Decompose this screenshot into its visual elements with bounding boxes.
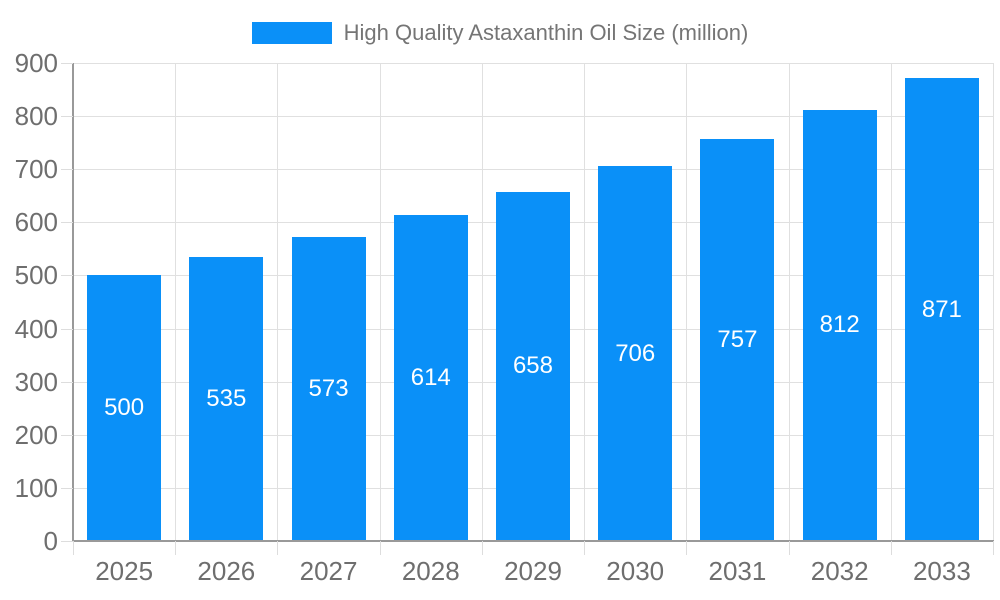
- gridline-vertical: [788, 63, 790, 541]
- y-axis-label: 0: [43, 526, 58, 556]
- bar-value-label: 757: [717, 325, 758, 353]
- x-axis-label: 2027: [299, 556, 358, 586]
- x-tick: [73, 541, 74, 555]
- bar-2031[interactable]: [700, 138, 775, 541]
- y-tick: [61, 381, 73, 383]
- bar-value-label: 812: [819, 311, 860, 339]
- y-tick: [61, 169, 73, 171]
- bar-value-label: 658: [512, 352, 553, 380]
- x-tick: [993, 541, 994, 555]
- y-axis-label: 700: [14, 154, 58, 185]
- legend[interactable]: High Quality Astaxanthin Oil Size (milli…: [0, 20, 1000, 46]
- x-tick: [481, 541, 483, 555]
- bar-2028[interactable]: [393, 214, 468, 541]
- bar-2032[interactable]: [802, 109, 877, 541]
- bar-value-label: 500: [104, 394, 145, 422]
- y-axis-label: 300: [14, 366, 58, 397]
- x-tick: [890, 541, 892, 555]
- x-tick: [686, 541, 688, 555]
- gridline-horizontal: [73, 63, 993, 64]
- y-tick: [61, 541, 73, 542]
- x-axis-label: 2033: [912, 556, 971, 586]
- gridline-vertical: [379, 63, 381, 541]
- bar-2025[interactable]: [87, 275, 162, 541]
- bar-2033[interactable]: [904, 78, 979, 541]
- y-axis-label: 200: [14, 419, 58, 450]
- x-tick: [379, 541, 381, 555]
- y-tick: [61, 116, 73, 118]
- y-tick: [61, 328, 73, 330]
- y-tick: [61, 275, 73, 277]
- x-axis-label: 2032: [810, 556, 869, 586]
- bar-2029[interactable]: [496, 191, 570, 541]
- bar-value-label: 573: [308, 374, 349, 402]
- y-axis-label: 400: [14, 313, 58, 344]
- gridline-horizontal: [73, 169, 993, 171]
- gridline-vertical: [584, 63, 586, 541]
- bar-2027[interactable]: [291, 236, 366, 541]
- y-axis-label: 600: [14, 207, 58, 238]
- y-tick: [61, 434, 73, 436]
- y-tick: [61, 63, 73, 64]
- bar-2026[interactable]: [189, 256, 264, 541]
- y-tick: [61, 487, 73, 489]
- bar-value-label: 614: [410, 363, 451, 391]
- y-axis-label: 800: [14, 101, 58, 132]
- y-axis-label: 900: [14, 48, 58, 78]
- gridline-vertical: [175, 63, 177, 541]
- legend-swatch-icon: [251, 22, 332, 44]
- bar-value-label: 535: [206, 384, 247, 412]
- plot-area: 500 535 573 614 658 706 757 812 871: [73, 63, 994, 541]
- x-axis-label: 2025: [95, 556, 154, 586]
- bar-value-label: 706: [615, 339, 656, 367]
- x-axis-label: 2029: [504, 556, 562, 586]
- gridline-vertical: [277, 63, 279, 541]
- x-axis-line: [72, 540, 994, 542]
- x-tick: [788, 541, 790, 555]
- legend-label: High Quality Astaxanthin Oil Size (milli…: [343, 20, 749, 45]
- y-axis-line: [72, 63, 74, 542]
- y-axis-label: 500: [14, 260, 58, 291]
- gridline-vertical: [890, 63, 892, 541]
- x-tick: [175, 541, 177, 555]
- x-axis-label: 2031: [708, 556, 767, 586]
- x-axis-label: 2028: [401, 556, 460, 586]
- gridline-vertical: [993, 63, 994, 541]
- gridline-vertical: [481, 63, 483, 541]
- y-tick: [61, 222, 73, 224]
- x-axis-label: 2030: [606, 556, 665, 586]
- x-tick: [584, 541, 586, 555]
- x-tick: [277, 541, 279, 555]
- gridline-horizontal: [73, 116, 993, 118]
- bar-value-label: 871: [921, 295, 962, 323]
- x-axis-label: 2026: [197, 556, 256, 586]
- y-axis-label: 100: [14, 472, 58, 503]
- bar-2030[interactable]: [598, 166, 673, 541]
- gridline-vertical: [686, 63, 688, 541]
